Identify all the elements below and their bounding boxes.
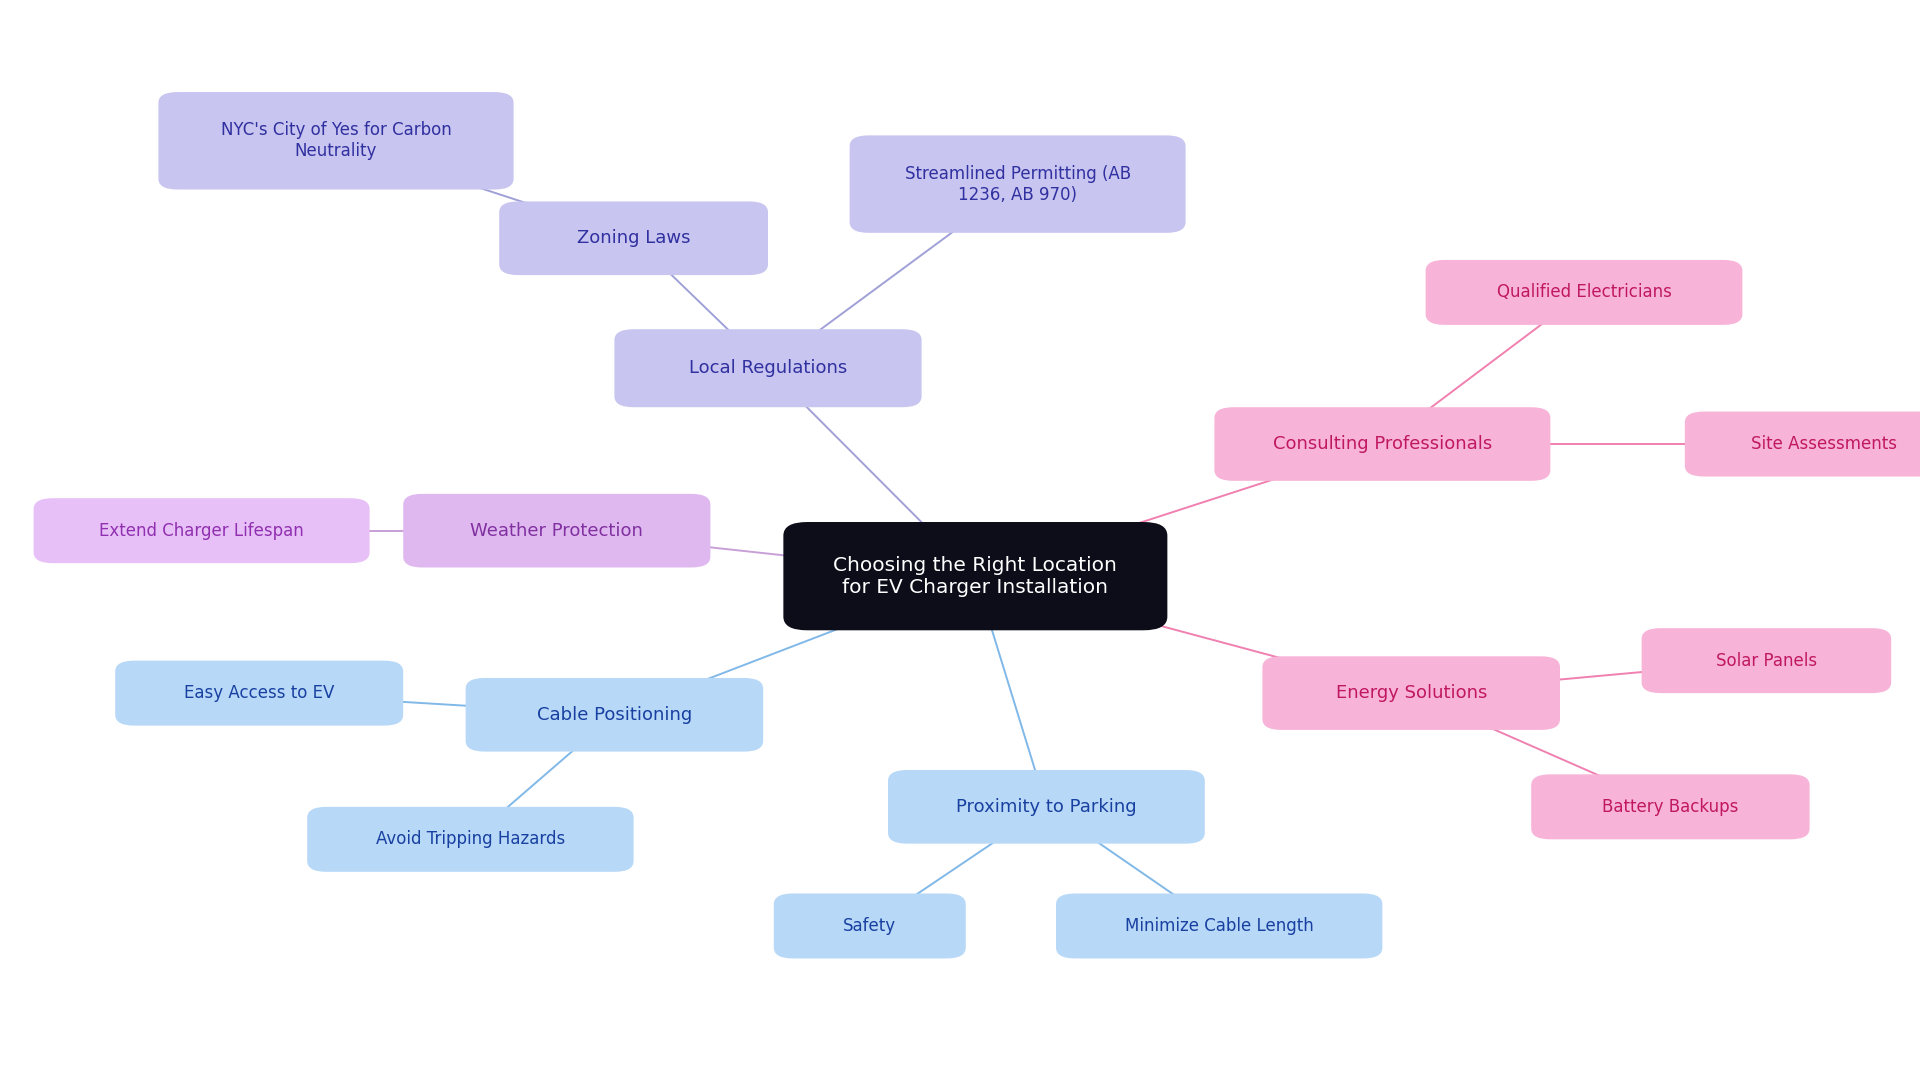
- Text: Qualified Electricians: Qualified Electricians: [1496, 284, 1672, 301]
- FancyBboxPatch shape: [465, 678, 762, 752]
- FancyBboxPatch shape: [774, 893, 966, 958]
- FancyBboxPatch shape: [115, 661, 403, 726]
- FancyBboxPatch shape: [1642, 628, 1891, 693]
- FancyBboxPatch shape: [614, 329, 922, 407]
- Text: Energy Solutions: Energy Solutions: [1336, 684, 1486, 702]
- Text: Zoning Laws: Zoning Laws: [576, 230, 691, 247]
- Text: Local Regulations: Local Regulations: [689, 360, 847, 377]
- FancyBboxPatch shape: [849, 135, 1185, 233]
- Text: Streamlined Permitting (AB
1236, AB 970): Streamlined Permitting (AB 1236, AB 970): [904, 165, 1131, 204]
- FancyBboxPatch shape: [1532, 774, 1809, 839]
- Text: Safety: Safety: [843, 917, 897, 935]
- FancyBboxPatch shape: [403, 494, 710, 567]
- FancyBboxPatch shape: [1213, 407, 1549, 481]
- Text: Site Assessments: Site Assessments: [1751, 435, 1897, 453]
- FancyBboxPatch shape: [783, 522, 1167, 630]
- FancyBboxPatch shape: [1425, 260, 1741, 325]
- FancyBboxPatch shape: [1263, 656, 1559, 730]
- FancyBboxPatch shape: [499, 201, 768, 275]
- FancyBboxPatch shape: [307, 807, 634, 872]
- FancyBboxPatch shape: [887, 770, 1206, 844]
- Text: Consulting Professionals: Consulting Professionals: [1273, 435, 1492, 453]
- Text: Proximity to Parking: Proximity to Parking: [956, 798, 1137, 815]
- FancyBboxPatch shape: [1056, 893, 1382, 958]
- FancyBboxPatch shape: [157, 92, 513, 190]
- FancyBboxPatch shape: [35, 498, 369, 563]
- Text: Easy Access to EV: Easy Access to EV: [184, 684, 334, 702]
- Text: Battery Backups: Battery Backups: [1601, 798, 1740, 815]
- Text: Extend Charger Lifespan: Extend Charger Lifespan: [100, 522, 303, 539]
- Text: Choosing the Right Location
for EV Charger Installation: Choosing the Right Location for EV Charg…: [833, 556, 1117, 597]
- Text: NYC's City of Yes for Carbon
Neutrality: NYC's City of Yes for Carbon Neutrality: [221, 121, 451, 160]
- FancyBboxPatch shape: [1686, 412, 1920, 477]
- Text: Cable Positioning: Cable Positioning: [538, 706, 691, 723]
- Text: Avoid Tripping Hazards: Avoid Tripping Hazards: [376, 831, 564, 848]
- Text: Solar Panels: Solar Panels: [1716, 652, 1816, 669]
- Text: Minimize Cable Length: Minimize Cable Length: [1125, 917, 1313, 935]
- Text: Weather Protection: Weather Protection: [470, 522, 643, 539]
